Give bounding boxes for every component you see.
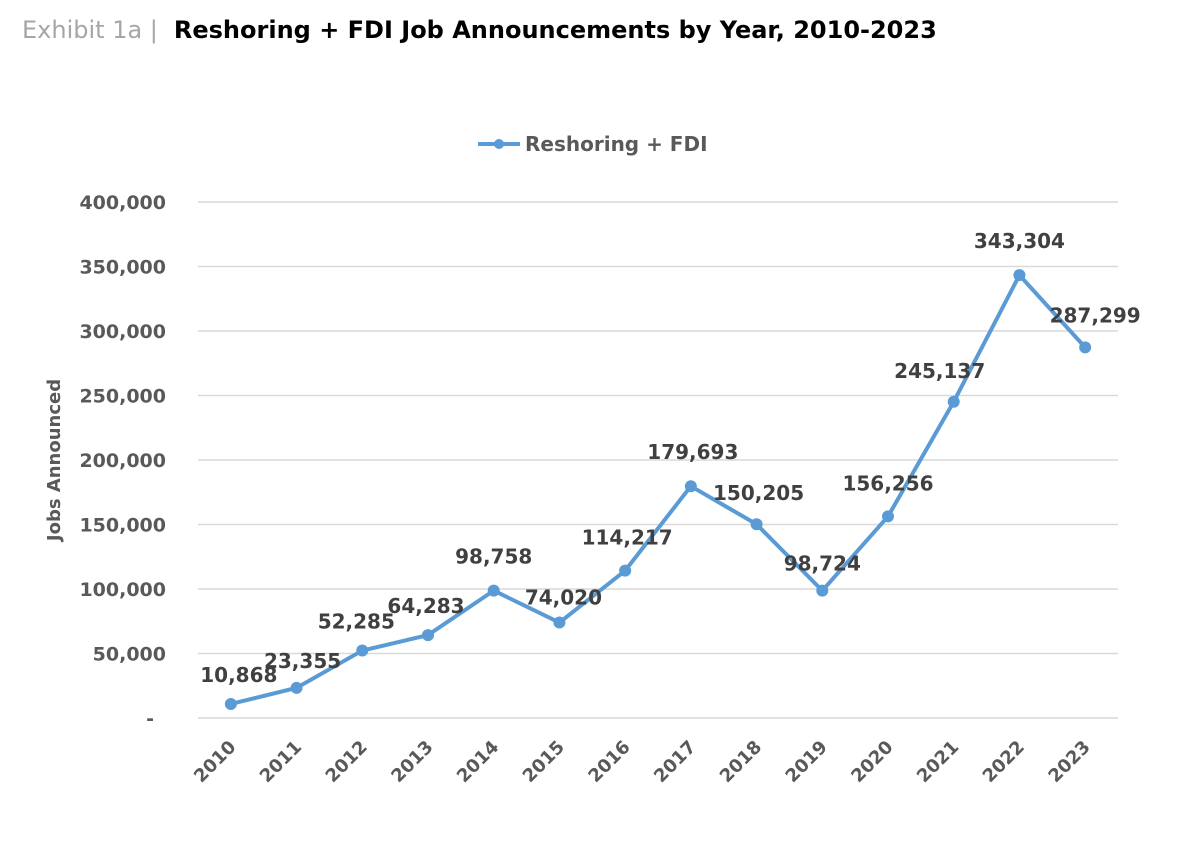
data-point (487, 584, 500, 597)
y-tick-label: 350,000 (79, 257, 166, 279)
y-tick-label: 50,000 (93, 644, 166, 666)
data-point (356, 644, 369, 657)
y-tick-label: 200,000 (79, 450, 166, 472)
y-tick-label: 100,000 (79, 579, 166, 601)
y-tick-label: 300,000 (79, 321, 166, 343)
data-label: 179,693 (647, 440, 738, 464)
data-label: 64,283 (387, 594, 464, 618)
x-tick-label: 2018 (716, 737, 766, 787)
data-label: 23,355 (264, 649, 341, 673)
data-point (816, 584, 829, 597)
legend-marker-icon (494, 139, 504, 149)
data-point (422, 629, 434, 642)
data-label: 74,020 (525, 586, 602, 610)
series-line-reshoring-fdi (230, 273, 1087, 706)
data-label: 98,758 (455, 545, 532, 569)
x-axis-ticks: 2010 2011 2012 2013 2014 2015 2016 2017 2018 2019… (190, 737, 1095, 787)
x-tick-label: 2012 (322, 737, 372, 787)
x-tick-label: 2016 (584, 737, 634, 787)
x-tick-label: 2013 (387, 737, 437, 787)
x-tick-label: 2014 (453, 737, 503, 787)
data-point (684, 480, 697, 493)
x-tick-label: 2011 (256, 737, 306, 787)
data-label: 10,868 (200, 663, 277, 687)
data-point (224, 697, 237, 710)
data-point (750, 518, 763, 531)
data-label: 150,205 (713, 481, 804, 505)
x-tick-label: 2021 (913, 737, 963, 787)
data-markers (224, 269, 1092, 710)
legend: Reshoring + FDI (478, 132, 708, 156)
exhibit-label: Exhibit 1a | (22, 16, 158, 44)
data-point (947, 395, 960, 408)
x-tick-label: 2022 (979, 737, 1029, 787)
y-axis-title: Jobs Announced (44, 379, 65, 543)
x-tick-label: 2019 (782, 737, 832, 787)
data-point (619, 564, 632, 577)
x-tick-label: 2010 (190, 737, 240, 787)
data-label: 343,304 (974, 229, 1065, 253)
data-point (553, 616, 566, 629)
gridlines (198, 201, 1118, 719)
data-label: 114,217 (582, 526, 673, 550)
y-tick-label: 250,000 (79, 386, 166, 408)
data-label: 245,137 (894, 359, 985, 383)
data-label: 287,299 (1050, 303, 1141, 327)
chart-title: Reshoring + FDI Job Announcements by Yea… (173, 16, 937, 44)
chart-header: Exhibit 1a | Reshoring + FDI Job Announc… (22, 16, 937, 56)
y-tick-label: 400,000 (79, 192, 166, 214)
data-label: 52,285 (318, 610, 395, 634)
data-point (882, 510, 894, 523)
data-point (1079, 341, 1092, 354)
x-tick-label: 2015 (519, 737, 569, 787)
y-tick-label: 150,000 (79, 515, 166, 537)
y-axis-ticks: - 50,000 100,000 150,000 200,000 250,000 300,0… (79, 192, 166, 730)
data-point (1013, 269, 1026, 282)
x-tick-label: 2020 (847, 737, 897, 787)
data-label: 98,724 (784, 552, 861, 576)
legend-label: Reshoring + FDI (525, 132, 708, 156)
data-label: 156,256 (842, 471, 933, 495)
x-tick-label: 2017 (650, 737, 700, 787)
y-tick-label: - (146, 708, 154, 730)
x-tick-label: 2023 (1044, 737, 1094, 787)
data-point (290, 681, 303, 694)
